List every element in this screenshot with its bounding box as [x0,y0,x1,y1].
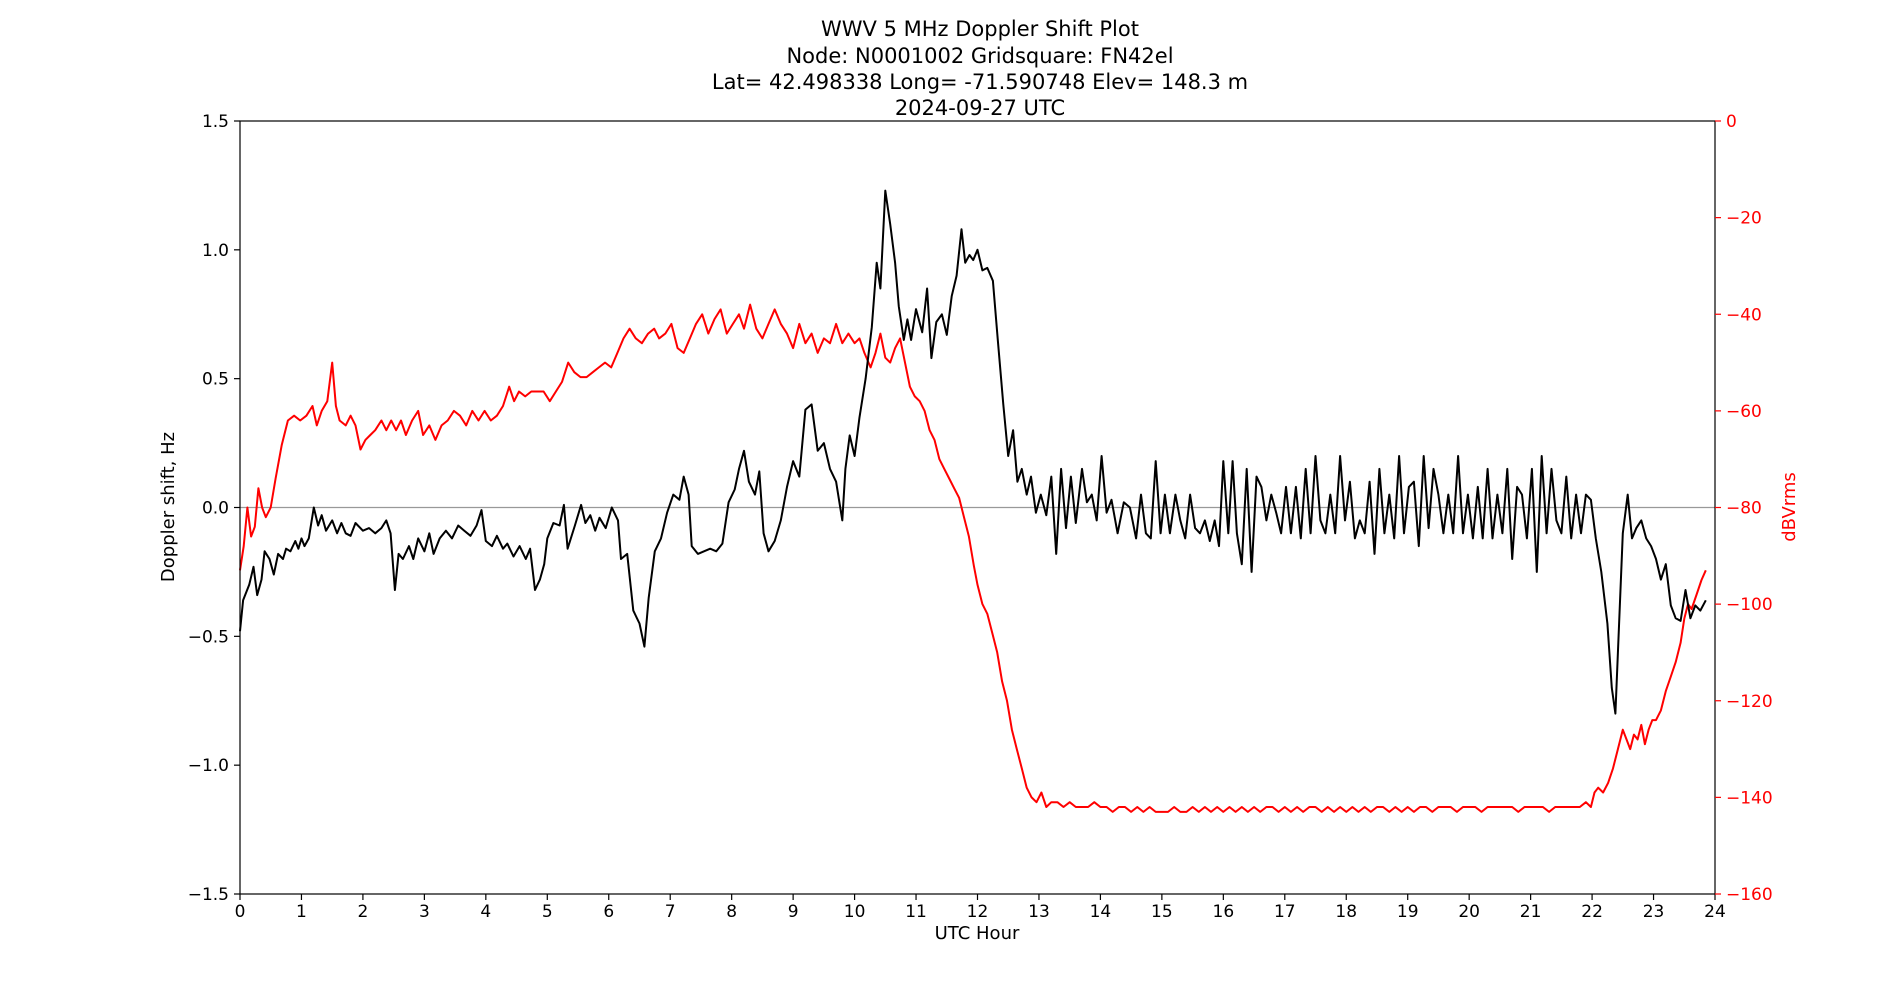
title-line-3: Lat= 42.498338 Long= -71.590748 Elev= 14… [712,70,1248,94]
doppler-series-line [239,189,1707,715]
x-tick-label: 12 [967,902,989,922]
x-tick-label: 8 [726,902,737,922]
x-axis-ticks: 0 1 2 3 4 5 6 7 8 9 10 11 12 13 14 15 16 17 18 19 20 21 22 23 24 [235,894,1726,922]
x-tick-label: 10 [844,902,866,922]
x-tick-label: 7 [665,902,676,922]
y2-tick-label: −20 [1726,209,1762,229]
chart-title: WWV 5 MHz Doppler Shift Plot Node: N0001… [712,17,1248,120]
title-line-2: Node: N0001002 Gridsquare: FN42el [786,44,1173,68]
y2-tick-label: −140 [1726,788,1773,808]
y-tick-label: −1.0 [188,756,229,776]
y2-tick-label: −100 [1726,595,1773,615]
x-tick-label: 16 [1213,902,1235,922]
x-tick-label: 18 [1335,902,1357,922]
y-tick-label: 0.0 [202,499,229,519]
x-tick-label: 23 [1643,902,1665,922]
x-tick-label: 13 [1028,902,1050,922]
series-layer [239,189,1707,813]
y-tick-label: −1.5 [188,885,229,905]
x-tick-label: 5 [542,902,553,922]
x-tick-label: 11 [905,902,927,922]
y2-tick-label: 0 [1726,112,1737,132]
y2-axis-ticks: 0 −20 −40 −60 −80 −100 −120 −140 −160 [1715,112,1773,905]
title-line-1: WWV 5 MHz Doppler Shift Plot [821,17,1139,41]
x-tick-label: 9 [788,902,799,922]
y-axis-label: Doppler shift, Hz [158,432,179,582]
y2-axis-label: dBVrms [1779,472,1800,542]
y2-tick-label: −80 [1726,499,1762,519]
power-series-line [239,303,1707,813]
x-tick-label: 24 [1704,902,1726,922]
x-tick-label: 20 [1458,902,1480,922]
x-tick-label: 6 [603,902,614,922]
y2-tick-label: −60 [1726,402,1762,422]
y-tick-label: 1.0 [202,241,229,261]
y2-tick-label: −160 [1726,885,1773,905]
y2-tick-label: −40 [1726,305,1762,325]
y-tick-label: 1.5 [202,112,229,132]
title-line-4: 2024-09-27 UTC [895,96,1065,120]
x-tick-label: 17 [1274,902,1296,922]
x-tick-label: 3 [419,902,430,922]
x-tick-label: 14 [1090,902,1112,922]
x-tick-label: 0 [235,902,246,922]
x-tick-label: 4 [480,902,491,922]
y-tick-label: −0.5 [188,627,229,647]
x-tick-label: 15 [1151,902,1173,922]
x-tick-label: 2 [358,902,369,922]
x-tick-label: 21 [1520,902,1542,922]
x-axis-label: UTC Hour [935,923,1020,944]
x-tick-label: 19 [1397,902,1419,922]
y-axis-ticks: 1.5 1.0 0.5 0.0 −0.5 −1.0 −1.5 [188,112,240,905]
y-tick-label: 0.5 [202,370,229,390]
x-tick-label: 22 [1581,902,1603,922]
y2-tick-label: −120 [1726,692,1773,712]
x-tick-label: 1 [296,902,307,922]
